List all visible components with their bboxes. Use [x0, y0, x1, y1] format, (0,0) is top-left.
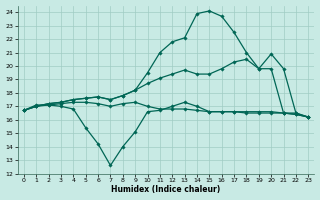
X-axis label: Humidex (Indice chaleur): Humidex (Indice chaleur)	[111, 185, 221, 194]
